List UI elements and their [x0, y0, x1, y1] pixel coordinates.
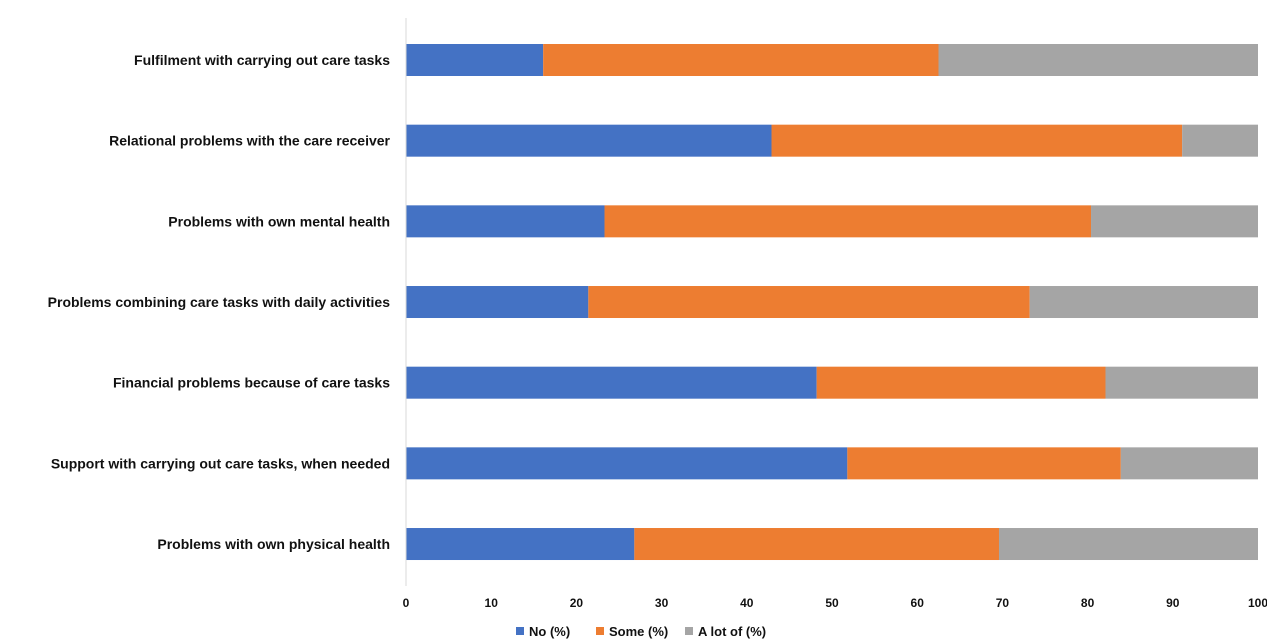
bar-segment-2-3 [1182, 124, 1258, 157]
legend: No (%) Some (%) A lot of (%) [516, 624, 766, 639]
x-tick-label: 10 [485, 596, 499, 610]
x-tick-label: 100 [1248, 596, 1267, 610]
category-label: Relational problems with the care receiv… [109, 133, 390, 149]
bar-segment-4-3 [1029, 286, 1258, 319]
category-labels: Fulfilment with carrying out care tasks R… [48, 52, 391, 552]
legend-swatch-3 [685, 627, 693, 635]
bar-segment-3-3 [1091, 205, 1258, 238]
category-label: Problems with own mental health [168, 213, 390, 229]
category-label: Financial problems because of care tasks [113, 375, 390, 391]
bars-group [406, 44, 1258, 561]
bar-segment-3-2 [604, 205, 1092, 238]
x-tick-label: 20 [570, 596, 584, 610]
bar-segment-2-2 [771, 124, 1183, 157]
bar-segment-6-1 [406, 447, 848, 480]
bar-segment-7-2 [634, 528, 999, 561]
bar-segment-6-2 [847, 447, 1121, 480]
bar-segment-4-1 [406, 286, 589, 319]
x-tick-label: 50 [825, 596, 839, 610]
x-tick-label: 80 [1081, 596, 1095, 610]
x-tick-labels: 0 10 20 30 40 50 60 70 80 90 100 [403, 596, 1267, 610]
x-tick-label: 90 [1166, 596, 1180, 610]
x-tick-label: 0 [403, 596, 410, 610]
category-label: Problems combining care tasks with daily… [48, 294, 391, 310]
x-tick-label: 60 [911, 596, 925, 610]
x-tick-label: 40 [740, 596, 754, 610]
bar-segment-2-1 [406, 124, 772, 157]
x-tick-label: 70 [996, 596, 1010, 610]
category-label: Fulfilment with carrying out care tasks [134, 52, 390, 68]
legend-swatch-1 [516, 627, 524, 635]
bar-segment-5-2 [816, 366, 1106, 399]
legend-swatch-2 [596, 627, 604, 635]
bar-segment-1-1 [406, 44, 544, 76]
bar-segment-1-3 [938, 44, 1258, 76]
legend-label-2: Some (%) [609, 624, 668, 639]
bar-segment-4-2 [588, 286, 1030, 319]
category-label: Support with carrying out care tasks, wh… [51, 455, 390, 471]
bar-segment-1-2 [543, 44, 939, 76]
bar-segment-7-1 [406, 528, 635, 561]
bar-segment-5-1 [406, 366, 817, 399]
x-tick-label: 30 [655, 596, 669, 610]
legend-label-1: No (%) [529, 624, 570, 639]
bar-segment-3-1 [406, 205, 605, 238]
bar-segment-7-3 [998, 528, 1258, 561]
category-label: Problems with own physical health [157, 536, 390, 552]
bar-segment-5-3 [1105, 366, 1258, 399]
bar-segment-6-3 [1120, 447, 1258, 480]
legend-label-3: A lot of (%) [698, 624, 766, 639]
